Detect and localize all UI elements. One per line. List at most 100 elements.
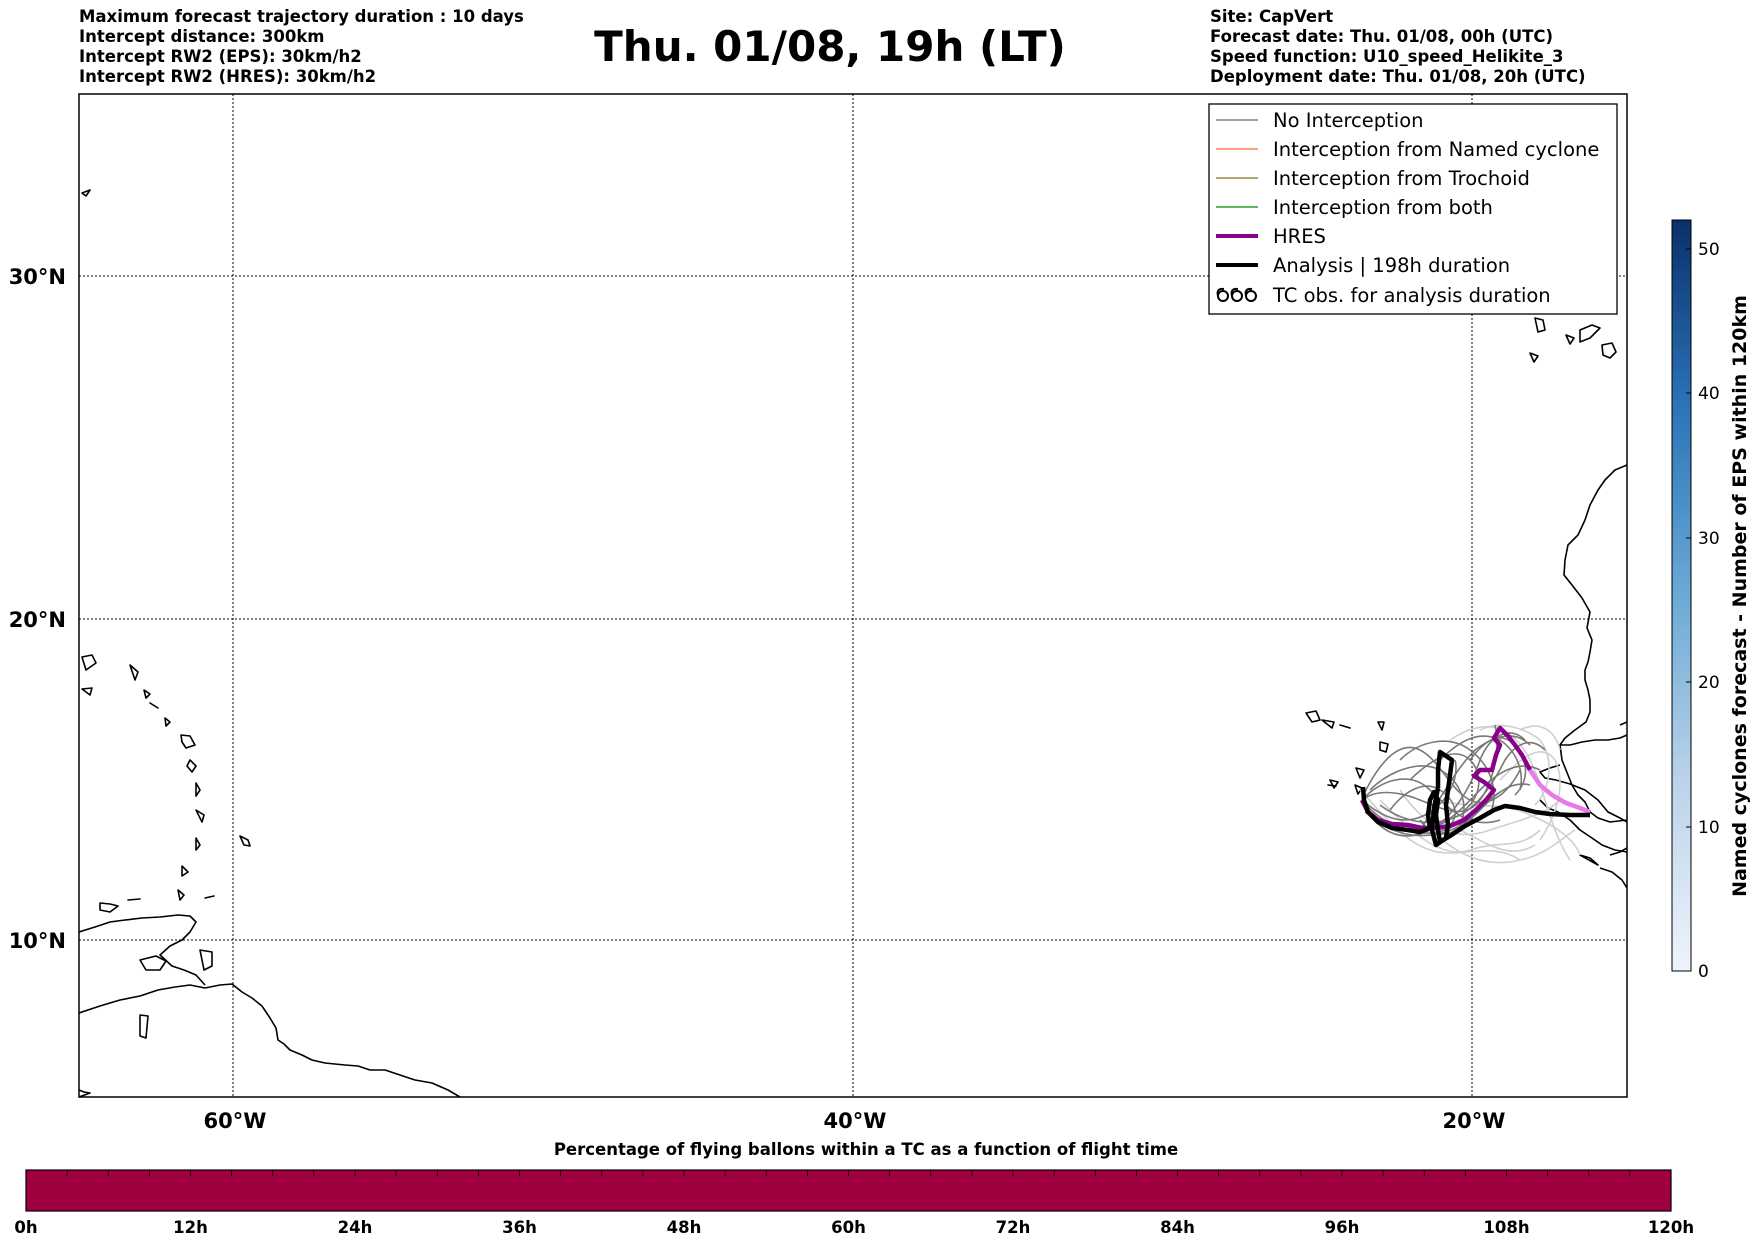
- legend-label: TC obs. for analysis duration: [1272, 284, 1551, 307]
- cape-verde-island: [1377, 721, 1385, 731]
- island: [180, 734, 196, 749]
- legend-item: TC obs. for analysis duration: [1216, 284, 1551, 307]
- colorbar-ticks: [1686, 248, 1691, 972]
- colorbar-gradient: [1671, 219, 1692, 972]
- cape-verde-island: [1305, 710, 1321, 723]
- cape-verde-island: [1339, 724, 1351, 729]
- legend-label: Interception from Named cyclone: [1273, 138, 1599, 161]
- west-africa-coast: [1539, 764, 1627, 823]
- island: [195, 809, 205, 823]
- eps-trajectories-dark: [1361, 724, 1546, 837]
- island: [164, 717, 171, 727]
- cape-verde-island: [1329, 779, 1339, 789]
- header-right-line: Forecast date: Thu. 01/08, 00h (UTC): [1210, 27, 1554, 46]
- cape-verde-island: [1355, 767, 1365, 779]
- canary-island: [1529, 352, 1539, 363]
- header-left: Maximum forecast trajectory duration : 1…: [79, 7, 524, 87]
- hres-trajectory: [1359, 725, 1532, 831]
- bottom-bar-title: Percentage of flying ballons within a TC…: [554, 1140, 1178, 1159]
- bottom-bar: Percentage of flying ballons within a TC…: [14, 1140, 1694, 1237]
- canary-island: [1565, 334, 1575, 345]
- page-title: Thu. 01/08, 19h (LT): [594, 22, 1066, 71]
- colorbar-tick-label: 10: [1698, 818, 1720, 838]
- legend-item: HRES: [1216, 225, 1326, 248]
- bottom-bar-fill: [25, 1169, 1672, 1212]
- bottom-bar-ticks: [66, 1170, 1631, 1176]
- cape-verde-island: [1327, 784, 1337, 787]
- header-right-line: Site: CapVert: [1210, 7, 1334, 26]
- island: [99, 902, 119, 913]
- header-right: Site: CapVert Forecast date: Thu. 01/08,…: [1210, 7, 1586, 87]
- lon-tick-label: 20°W: [1443, 1109, 1506, 1133]
- west-africa-coast: [1539, 799, 1627, 853]
- island: [186, 759, 197, 773]
- canary-island: [1601, 342, 1617, 359]
- west-africa-coast: [1619, 721, 1627, 726]
- legend-item: Interception from Trochoid: [1216, 167, 1530, 190]
- coastlines: [79, 189, 1627, 1097]
- island: [195, 837, 201, 851]
- legend-item: Analysis | 198h duration: [1216, 254, 1510, 277]
- latitude-labels: 30°N 20°N 10°N: [9, 265, 66, 953]
- island: [239, 835, 251, 847]
- cyclone-icon: [1216, 287, 1257, 302]
- trajectory: [1361, 765, 1541, 832]
- bottom-tick-label: 12h: [173, 1218, 208, 1237]
- bottom-tick-label: 84h: [1160, 1218, 1195, 1237]
- colorbar-tick-label: 50: [1698, 240, 1720, 260]
- west-africa-coast: [1579, 854, 1599, 866]
- island: [204, 895, 215, 899]
- trajectory: [1359, 789, 1521, 861]
- south-america-coast: [79, 983, 461, 1097]
- canary-island: [1579, 324, 1601, 343]
- header-left-line: Maximum forecast trajectory duration : 1…: [79, 7, 524, 26]
- cape-verde-island: [1321, 719, 1335, 729]
- canary-island: [1534, 317, 1546, 333]
- legend-item: Interception from Named cyclone: [1216, 138, 1599, 161]
- bottom-bar-tick-labels: 0h 12h 24h 36h 48h 60h 72h 84h 96h 108h …: [14, 1218, 1694, 1237]
- island: [143, 689, 151, 699]
- island: [129, 664, 139, 681]
- island: [149, 702, 159, 709]
- trajectory: [1459, 829, 1536, 853]
- island: [81, 687, 93, 696]
- legend-label: Interception from Trochoid: [1273, 167, 1530, 190]
- trajectory: [1519, 725, 1561, 751]
- lon-tick-label: 40°W: [824, 1109, 887, 1133]
- west-africa-coast: [1559, 464, 1627, 746]
- bottom-tick-label: 24h: [338, 1218, 373, 1237]
- legend-label: No Interception: [1273, 109, 1424, 132]
- island: [81, 189, 91, 197]
- trajectory: [1449, 726, 1571, 861]
- legend-item: Interception from both: [1216, 196, 1493, 219]
- legend-label: Interception from both: [1273, 196, 1493, 219]
- legend-label: Analysis | 198h duration: [1273, 254, 1510, 277]
- lon-tick-label: 60°W: [204, 1109, 267, 1133]
- lat-tick-label: 20°N: [9, 608, 66, 632]
- colorbar-label: Named cyclones forecast - Number of EPS …: [1729, 295, 1751, 897]
- analysis-trajectory: [1360, 786, 1590, 845]
- bottom-tick-label: 120h: [1648, 1218, 1694, 1237]
- hres-trajectory-late: [1528, 768, 1591, 815]
- caribbean-coast: [79, 914, 206, 986]
- header-left-line: Intercept distance: 300km: [79, 27, 325, 46]
- island: [81, 654, 97, 671]
- bottom-tick-label: 96h: [1325, 1218, 1360, 1237]
- legend: No Interception Interception from Named …: [1208, 103, 1618, 315]
- island: [181, 865, 189, 877]
- legend-item: No Interception: [1216, 109, 1424, 132]
- trajectory: [1379, 741, 1546, 824]
- header-right-line: Deployment date: Thu. 01/08, 20h (UTC): [1210, 67, 1586, 86]
- legend-box: [1208, 103, 1618, 315]
- colorbar-tick-label: 30: [1698, 529, 1720, 549]
- trinidad-island: [139, 955, 167, 971]
- lat-tick-label: 10°N: [9, 929, 66, 953]
- header-left-line: Intercept RW2 (HRES): 30km/h2: [79, 67, 377, 86]
- island: [139, 1014, 149, 1039]
- trajectory: [1389, 785, 1456, 826]
- lat-tick-label: 30°N: [9, 265, 66, 289]
- cape-verde-island: [1379, 741, 1389, 753]
- longitude-labels: 60°W 40°W 20°W: [204, 1109, 1506, 1133]
- trajectory: [1419, 819, 1576, 864]
